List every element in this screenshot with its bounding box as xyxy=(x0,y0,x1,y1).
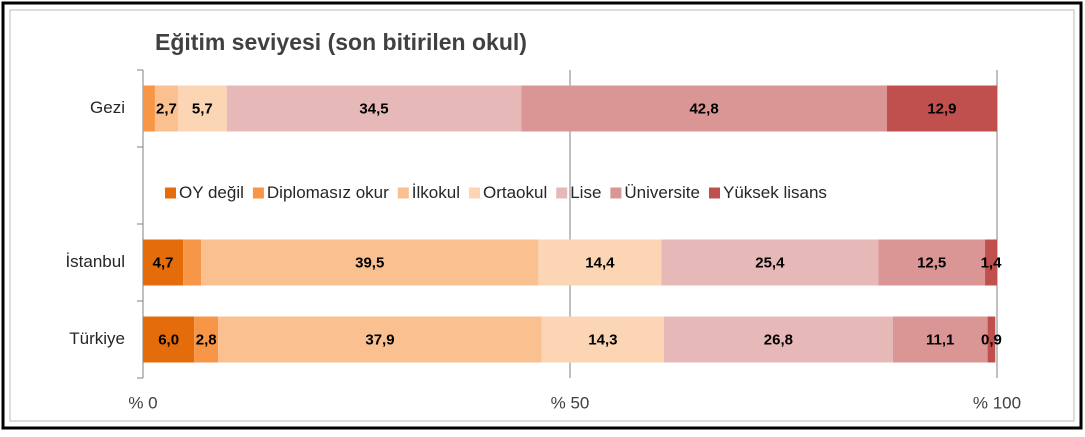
value-label: 12,9 xyxy=(927,100,956,117)
bar-segment xyxy=(878,239,986,286)
value-label: 25,4 xyxy=(755,254,785,271)
legend-label: OY değil xyxy=(179,183,244,202)
value-label: 12,5 xyxy=(917,254,946,271)
y-tick-label: Türkiye xyxy=(69,329,125,348)
x-tick-label: % 100 xyxy=(973,393,1021,412)
value-label: 34,5 xyxy=(359,100,388,117)
bar-segment xyxy=(178,85,227,132)
legend-swatch xyxy=(397,187,409,199)
bar-segment xyxy=(892,316,988,363)
chart-title: Eğitim seviyesi (son bitirilen okul) xyxy=(155,29,527,55)
bar-segment xyxy=(538,239,662,286)
legend-swatch xyxy=(709,187,720,199)
legend-label: Ortaokul xyxy=(483,183,547,202)
bar-segment xyxy=(663,316,893,363)
bar-segment xyxy=(985,239,997,286)
legend-label: Lise xyxy=(570,183,601,202)
legend-label: Üniversite xyxy=(624,183,700,202)
value-label: 6,0 xyxy=(158,331,179,348)
value-label: 4,7 xyxy=(153,254,174,271)
bar-segment xyxy=(154,85,179,132)
bar-segment xyxy=(886,85,997,132)
bar-segment xyxy=(143,85,155,132)
legend-swatch xyxy=(610,187,622,199)
value-label: 37,9 xyxy=(365,331,394,348)
legend-swatch xyxy=(252,187,264,199)
bar-segment xyxy=(521,85,887,132)
bar-segment xyxy=(194,316,219,363)
value-label: 39,5 xyxy=(355,254,384,271)
bar-segment xyxy=(661,239,879,286)
x-tick-label: % 0 xyxy=(128,393,157,412)
bar-segment xyxy=(143,239,184,286)
legend-swatch xyxy=(468,187,480,199)
bar-segment xyxy=(143,316,195,363)
legend-swatch xyxy=(556,187,568,199)
value-label: 14,3 xyxy=(588,331,617,348)
value-label: 14,4 xyxy=(585,254,615,271)
value-label: 26,8 xyxy=(764,331,793,348)
value-label: 42,8 xyxy=(689,100,718,117)
y-tick-label: Gezi xyxy=(90,98,125,117)
value-label: 2,8 xyxy=(196,331,217,348)
y-tick-label: İstanbul xyxy=(65,252,125,271)
bar-segment xyxy=(226,85,522,132)
x-tick-label: % 50 xyxy=(551,393,590,412)
bar-segment xyxy=(987,316,996,363)
bar-segment xyxy=(183,239,202,286)
legend-label: Diplomasız okur xyxy=(267,183,389,202)
legend-swatch xyxy=(165,187,176,199)
outer-border xyxy=(1,1,1083,430)
value-label: 11,1 xyxy=(926,331,954,348)
value-label: 0,9 xyxy=(981,331,1002,348)
bar-segment xyxy=(541,316,664,363)
inner-border xyxy=(9,9,1075,422)
value-label: 1,4 xyxy=(981,254,1003,271)
bar-segment xyxy=(201,239,539,286)
bar-segment xyxy=(218,316,542,363)
legend-label: İlkokul xyxy=(412,183,460,202)
value-label: 5,7 xyxy=(192,100,213,117)
legend-label: Yüksek lisans xyxy=(723,183,827,202)
value-label: 2,7 xyxy=(156,100,177,117)
